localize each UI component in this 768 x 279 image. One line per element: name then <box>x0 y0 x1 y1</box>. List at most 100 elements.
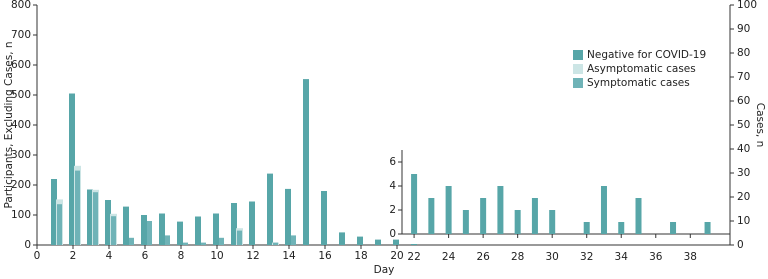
inset-x-tick-label: 34 <box>615 251 629 263</box>
bar <box>183 242 188 245</box>
inset-x-tick-label: 22 <box>407 251 420 263</box>
bar <box>285 188 291 245</box>
x-tick-label: 10 <box>210 250 223 262</box>
inset-x-tick-label: 24 <box>442 251 456 263</box>
inset-x-tick-label: 32 <box>580 251 593 263</box>
bar <box>249 201 255 245</box>
inset-bar <box>549 210 556 234</box>
inset-y-tick-label: 0 <box>389 228 396 240</box>
x-axis-label: Day <box>374 264 395 276</box>
legend-swatch <box>573 50 583 60</box>
inset-bar <box>514 210 521 234</box>
inset-bar <box>600 186 607 234</box>
inset-bar <box>531 198 538 234</box>
y2-tick-label: 30 <box>737 167 750 179</box>
bar <box>111 216 116 245</box>
inset-bar <box>670 222 677 234</box>
legend-label: Asymptomatic cases <box>587 63 696 75</box>
inset-x-tick-label: 30 <box>546 251 559 263</box>
bar <box>69 93 75 245</box>
y-tick-label: 400 <box>11 119 31 131</box>
inset-x-tick-label: 38 <box>684 251 697 263</box>
bar <box>141 215 147 245</box>
bar <box>177 221 183 245</box>
inset-bar <box>497 186 504 234</box>
x-tick-label: 14 <box>282 250 296 262</box>
inset-y-tick-label: 2 <box>389 204 396 216</box>
bar <box>123 206 129 245</box>
legend-label: Symptomatic cases <box>587 77 690 89</box>
bar <box>87 189 93 245</box>
y-tick-label: 0 <box>24 239 31 251</box>
y2-tick-label: 70 <box>737 71 750 83</box>
inset-x-tick-label: 28 <box>511 251 524 263</box>
y2-tick-label: 20 <box>737 191 750 203</box>
inset-x-tick-label: 36 <box>649 251 663 263</box>
inset-bar <box>411 174 418 234</box>
y2-tick-label: 40 <box>737 143 750 155</box>
bar <box>165 235 170 245</box>
bar <box>201 242 206 245</box>
inset-bar <box>480 198 487 234</box>
y2-tick-label: 0 <box>737 239 744 251</box>
y2-tick-label: 60 <box>737 95 750 107</box>
bar <box>393 239 399 245</box>
inset-y-tick-label: 4 <box>389 180 396 192</box>
y2-axis-label: Cases, n <box>754 103 766 148</box>
bar <box>159 213 165 245</box>
y-tick-label: 200 <box>11 179 31 191</box>
y-tick-label: 700 <box>11 29 31 41</box>
inset-y-tick-label: 6 <box>389 156 396 168</box>
x-tick-label: 18 <box>354 250 367 262</box>
y2-tick-label: 80 <box>737 47 750 59</box>
inset-background <box>403 150 729 244</box>
x-tick-label: 2 <box>70 250 77 262</box>
bar <box>321 191 327 245</box>
bar <box>231 203 237 245</box>
bar <box>357 236 363 245</box>
inset-bar <box>704 222 711 234</box>
y-tick-label: 100 <box>11 209 31 221</box>
bar <box>273 242 278 245</box>
inset-bar <box>445 186 452 234</box>
inset-bar <box>583 222 590 234</box>
y-tick-label: 800 <box>11 0 31 11</box>
y2-tick-label: 100 <box>737 0 757 11</box>
bar <box>213 213 219 245</box>
y-tick-label: 500 <box>11 89 31 101</box>
x-tick-label: 12 <box>246 250 259 262</box>
bar <box>129 237 134 245</box>
legend-swatch <box>573 78 583 88</box>
x-tick-label: 4 <box>106 250 113 262</box>
bar <box>339 232 345 245</box>
bar <box>303 79 309 245</box>
bar <box>93 192 98 245</box>
bar <box>267 173 273 245</box>
y2-tick-label: 50 <box>737 119 750 131</box>
inset-x-tick-label: 26 <box>476 251 490 263</box>
y2-tick-label: 90 <box>737 23 750 35</box>
bar <box>291 235 296 245</box>
bar <box>195 216 201 245</box>
x-tick-label: 0 <box>34 250 41 262</box>
inset-bar <box>428 198 435 234</box>
legend-swatch <box>573 64 583 74</box>
bar <box>57 204 62 245</box>
bar <box>75 170 80 245</box>
bar <box>375 239 381 245</box>
x-tick-label: 16 <box>318 250 332 262</box>
bar <box>105 200 111 245</box>
x-tick-label: 8 <box>178 250 185 262</box>
inset-bar <box>635 198 642 234</box>
y-tick-label: 600 <box>11 59 31 71</box>
inset-bar <box>462 210 469 234</box>
x-tick-label: 20 <box>390 250 403 262</box>
inset-bar <box>618 222 625 234</box>
y2-tick-label: 10 <box>737 215 750 227</box>
bar <box>219 237 224 245</box>
bar <box>237 230 242 245</box>
x-tick-label: 6 <box>142 250 149 262</box>
y-axis-label: Participants, Excluding Cases, n <box>3 41 15 208</box>
legend-label: Negative for COVID-19 <box>587 49 706 61</box>
